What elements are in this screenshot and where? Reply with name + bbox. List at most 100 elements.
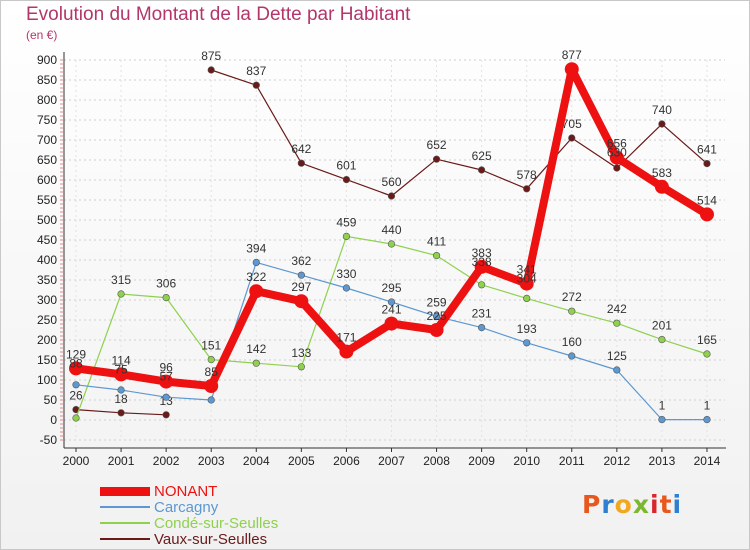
- data-label: 383: [472, 246, 492, 260]
- data-label: 297: [291, 280, 311, 294]
- data-point: [117, 290, 125, 298]
- y-tick-label: 850: [37, 73, 57, 87]
- data-point: [519, 276, 534, 291]
- data-point: [162, 393, 170, 401]
- y-tick-label: 700: [37, 133, 57, 147]
- data-label: 837: [246, 64, 266, 78]
- data-label: 1: [704, 399, 711, 413]
- data-point: [523, 294, 531, 303]
- x-tick-label: 2014: [694, 454, 721, 468]
- logo-letter: P: [582, 490, 602, 519]
- data-point: [297, 159, 305, 167]
- x-tick-label: 2010: [513, 454, 540, 468]
- proxiti-logo: Proxiti: [582, 490, 682, 519]
- data-label: 114: [111, 353, 130, 367]
- data-point: [613, 366, 621, 374]
- data-label: 705: [562, 117, 582, 131]
- data-point: [117, 386, 125, 394]
- y-tick-label: 0: [50, 413, 57, 427]
- logo-letter: i: [672, 490, 683, 519]
- x-tick-label: 2012: [603, 454, 630, 468]
- legend-item: Vaux-sur-Seulles: [100, 530, 278, 548]
- data-point: [342, 232, 351, 240]
- data-label: 18: [114, 392, 128, 406]
- legend: NONANT Carcagny Condé-sur-Seulles Vaux-sur-…: [100, 483, 279, 548]
- legend-label: Vaux-sur-Seulles: [154, 530, 268, 548]
- data-label: 322: [246, 270, 266, 284]
- data-point: [523, 185, 531, 193]
- x-tick-label: 2007: [378, 454, 405, 468]
- chart-unit: (en €): [26, 28, 58, 42]
- data-point: [478, 281, 486, 289]
- y-tick-label: 400: [37, 253, 57, 267]
- data-point: [609, 150, 624, 165]
- y-tick-label: 550: [37, 193, 57, 207]
- data-label: 259: [427, 295, 447, 309]
- y-tick-label: 600: [37, 173, 57, 187]
- data-label: 75: [114, 362, 128, 376]
- chart-title: Evolution du Montant de la Dette par Hab…: [26, 4, 411, 25]
- data-label: 656: [607, 137, 627, 151]
- data-point: [478, 324, 486, 332]
- data-label: 193: [517, 322, 537, 336]
- data-label: 362: [291, 254, 311, 268]
- logo-letter: x: [632, 490, 650, 519]
- data-label: 151: [201, 339, 221, 353]
- y-tick-label: 450: [37, 233, 57, 247]
- legend-swatch: [100, 538, 150, 540]
- legend-label: Condé-sur-Seulles: [154, 514, 279, 532]
- data-label: 133: [291, 346, 311, 360]
- data-label: 26: [69, 389, 83, 403]
- data-point: [432, 155, 441, 163]
- y-tick-label: 350: [37, 273, 57, 287]
- data-point: [568, 352, 576, 360]
- y-tick-label: 250: [37, 313, 57, 327]
- x-tick-label: 2004: [243, 454, 270, 468]
- data-label: 272: [562, 290, 582, 304]
- data-label: 85: [205, 365, 219, 379]
- data-point: [252, 359, 260, 367]
- y-tick-label: -50: [40, 433, 58, 447]
- data-label: 642: [291, 142, 311, 156]
- x-tick-label: 2008: [423, 454, 450, 468]
- data-point: [658, 120, 666, 128]
- data-point: [703, 160, 711, 168]
- series-line-Vaux-sur-Seulles: [210, 69, 708, 197]
- data-label: 304: [517, 272, 537, 286]
- y-tick-label: 200: [37, 333, 57, 347]
- logo-letter: r: [601, 490, 615, 519]
- data-label: 125: [607, 349, 627, 363]
- x-tick-label: 2000: [63, 454, 90, 468]
- y-tick-label: 900: [37, 53, 57, 67]
- data-label: 630: [607, 146, 627, 160]
- data-label: 315: [111, 273, 131, 287]
- data-point: [568, 307, 576, 315]
- data-point: [249, 284, 264, 299]
- data-label: 514: [697, 193, 717, 207]
- logo-letter: i: [650, 490, 660, 519]
- x-tick-label: 2006: [333, 454, 360, 468]
- data-label: 160: [562, 335, 582, 349]
- x-tick-label: 2003: [198, 454, 225, 468]
- data-label: 129: [66, 347, 86, 361]
- y-tick-label: 150: [37, 353, 57, 367]
- data-point: [478, 166, 486, 174]
- data-point: [117, 409, 125, 417]
- data-point: [613, 164, 621, 172]
- legend-swatch: [100, 522, 150, 524]
- data-point: [162, 411, 170, 419]
- data-point: [568, 134, 576, 142]
- data-point: [342, 284, 351, 292]
- data-point: [114, 367, 129, 382]
- data-point: [523, 339, 531, 347]
- data-point: [207, 396, 215, 404]
- data-label: 578: [517, 168, 537, 182]
- data-label: 142: [246, 342, 266, 356]
- data-point: [387, 240, 396, 248]
- data-point: [432, 312, 441, 321]
- data-label: 330: [336, 267, 356, 281]
- y-tick-label: 650: [37, 153, 57, 167]
- data-point: [703, 350, 711, 358]
